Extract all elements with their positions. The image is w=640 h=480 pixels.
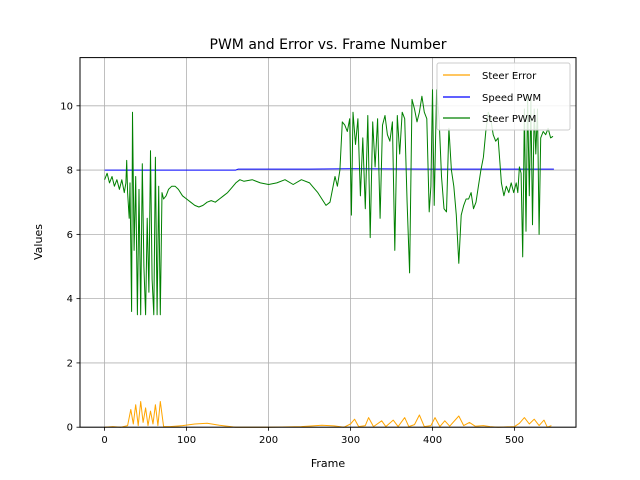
- y-tick-label: 8: [67, 166, 73, 177]
- legend-label-speed-pwm: Speed PWM: [482, 93, 541, 104]
- x-tick-label: 300: [341, 435, 360, 446]
- ticks: 0 100 200 300 400 500 0 2 4 6 8 10: [60, 101, 524, 446]
- series-line-steer-pwm: [104, 89, 554, 316]
- x-tick-label: 0: [101, 435, 107, 446]
- y-tick-label: 4: [67, 294, 73, 305]
- legend-label-steer-pwm: Steer PWM: [482, 114, 536, 125]
- legend-box: [436, 62, 571, 131]
- series-line-steer-error: [104, 401, 552, 428]
- y-tick-label: 2: [67, 358, 73, 369]
- y-tick-label: 0: [67, 423, 73, 434]
- x-tick-label: 200: [259, 435, 278, 446]
- grid: [80, 57, 576, 428]
- y-tick-label: 10: [60, 101, 73, 112]
- legend: Steer Error Speed PWM Steer PWM: [436, 62, 571, 131]
- series-line-speed-pwm: [104, 168, 554, 171]
- y-tick-label: 6: [67, 230, 73, 241]
- x-tick-label: 400: [423, 435, 442, 446]
- series-layer: [104, 89, 554, 428]
- x-axis-title: Frame: [311, 457, 346, 470]
- x-tick-label: 100: [177, 435, 196, 446]
- x-tick-label: 500: [505, 435, 524, 446]
- chart-title: PWM and Error vs. Frame Number: [210, 37, 447, 53]
- legend-label-steer-error: Steer Error: [482, 71, 537, 82]
- y-axis-title: Values: [32, 224, 45, 260]
- plot-frame: [79, 57, 577, 428]
